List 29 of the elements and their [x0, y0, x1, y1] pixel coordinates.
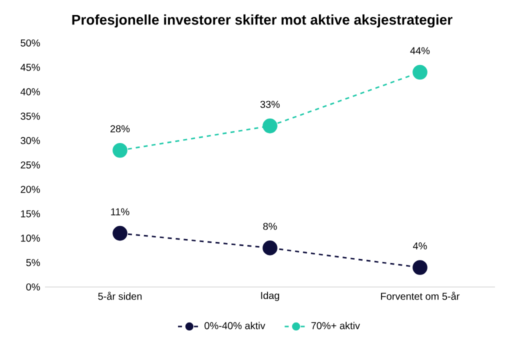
y-tick-label: 15%	[21, 210, 40, 218]
y-tick-label: 5%	[26, 259, 40, 266]
chart-title: Profesjonelle investorer skifter mot aktive aksjestrategier	[72, 14, 452, 28]
point	[262, 240, 278, 256]
point	[412, 64, 428, 80]
data-label: 33%	[260, 100, 280, 108]
y-tick-label: 45%	[20, 64, 40, 71]
y-tick-label: 35%	[20, 112, 40, 120]
point	[112, 142, 128, 158]
y-tick-label: 0%	[26, 283, 40, 291]
y-tick-label: 40%	[20, 88, 40, 96]
x-tick-label: 5-år siden	[98, 292, 142, 300]
x-tick-label: Forventet om 5-år	[381, 292, 460, 300]
data-label: 44%	[410, 47, 430, 54]
y-tick-label: 25%	[20, 161, 40, 169]
legend-label: 70%+ aktiv	[311, 322, 360, 330]
x-tick-label: Idag	[261, 292, 280, 302]
data-label: 8%	[263, 222, 277, 230]
data-label: 28%	[110, 125, 130, 132]
point	[262, 118, 278, 134]
point	[412, 260, 428, 275]
legend-label: 0%-40% aktiv	[204, 322, 266, 330]
data-label: 11%	[111, 208, 130, 216]
y-tick-label: 10%	[21, 234, 40, 242]
data-label: 4%	[413, 242, 427, 250]
y-tick-label: 50%	[20, 39, 40, 47]
point	[112, 226, 128, 241]
y-tick-label: 30%	[20, 137, 40, 144]
y-tick-label: 20%	[20, 186, 40, 193]
